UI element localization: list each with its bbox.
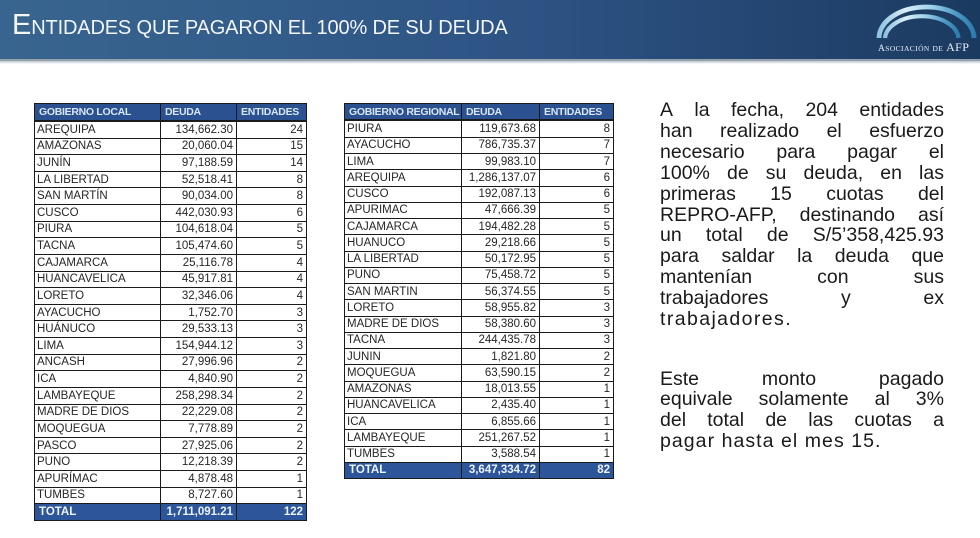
svg-text:ASOCIACIÓN DE AFP: ASOCIACIÓN DE AFP xyxy=(878,40,969,54)
